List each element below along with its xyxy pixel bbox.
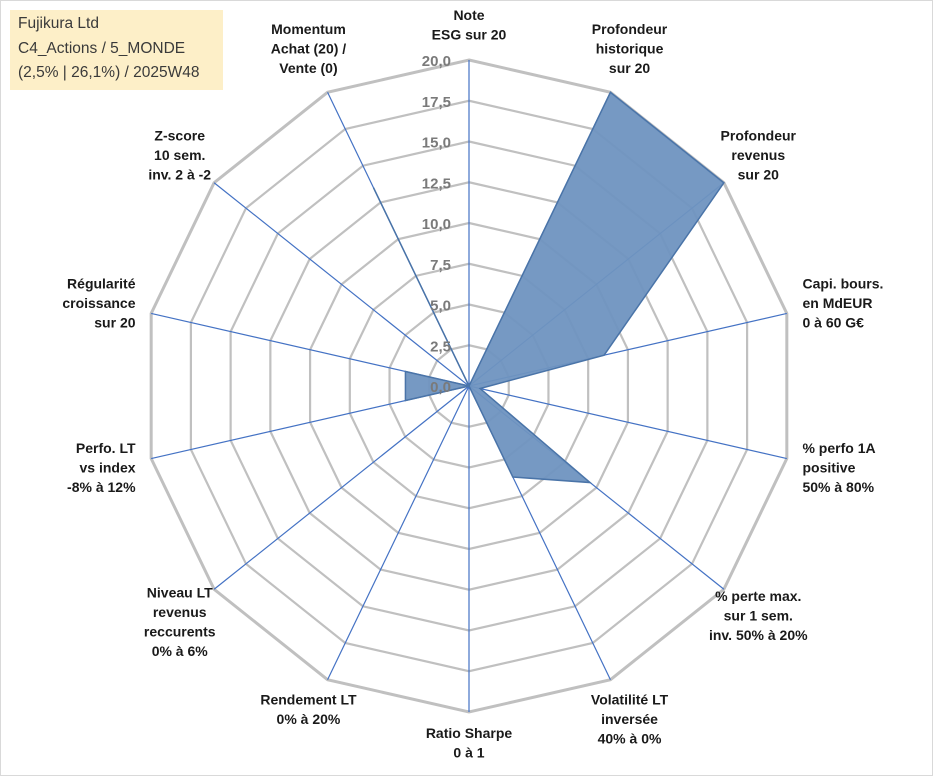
tick-label-3: 7,5	[430, 257, 451, 274]
info-company: Fujikura Ltd	[18, 15, 99, 32]
tick-label-4: 10,0	[422, 216, 451, 233]
tick-label-0: 0,0	[430, 379, 451, 396]
series-area-1	[372, 91, 725, 484]
tick-label-5: 12,5	[422, 175, 451, 192]
axis-label-5: % perfo 1A positive 50% à 80%	[802, 440, 875, 495]
axis-label-14: Momentum Achat (20) / Vente (0)	[271, 21, 347, 76]
tick-label-7: 17,5	[422, 94, 451, 111]
info-category: C4_Actions / 5_MONDE	[18, 39, 186, 57]
spoke-10	[213, 385, 470, 590]
axis-label-2: Profondeur historique sur 20	[592, 21, 668, 76]
tick-label-6: 15,0	[422, 135, 451, 152]
axis-label-10: Niveau LT revenus reccurents 0% à 6%	[144, 584, 216, 659]
info-box: Fujikura Ltd C4_Actions / 5_MONDE (2,5% …	[10, 10, 223, 90]
tick-label-8: 20,0	[422, 53, 451, 70]
spoke-13	[213, 182, 470, 387]
info-period: (2,5% | 26,1%) / 2025W48	[18, 64, 200, 81]
axis-label-1: Note ESG sur 20	[432, 7, 507, 43]
axis-label-4: Capi. bours. en MdEUR 0 à 60 G€	[802, 276, 883, 331]
axis-label-13: Z-score 10 sem. inv. 2 à -2	[148, 128, 211, 183]
tick-label-1: 2,5	[430, 338, 451, 355]
axis-label-6: % perte max. sur 1 sem. inv. 50% à 20%	[709, 588, 808, 643]
axis-label-12: Régularité croissance sur 20	[62, 276, 135, 331]
spoke-5	[468, 385, 787, 460]
axis-label-9: Rendement LT 0% à 20%	[260, 691, 357, 727]
axis-label-11: Perfo. LT vs index -8% à 12%	[67, 440, 136, 495]
axis-label-8: Ratio Sharpe 0 à 1	[426, 725, 513, 761]
tick-label-2: 5,0	[430, 298, 451, 315]
axis-label-7: Volatilité LT inversée 40% à 0%	[591, 691, 669, 746]
spoke-9	[327, 385, 470, 680]
axis-label-3: Profondeur revenus sur 20	[721, 128, 797, 183]
